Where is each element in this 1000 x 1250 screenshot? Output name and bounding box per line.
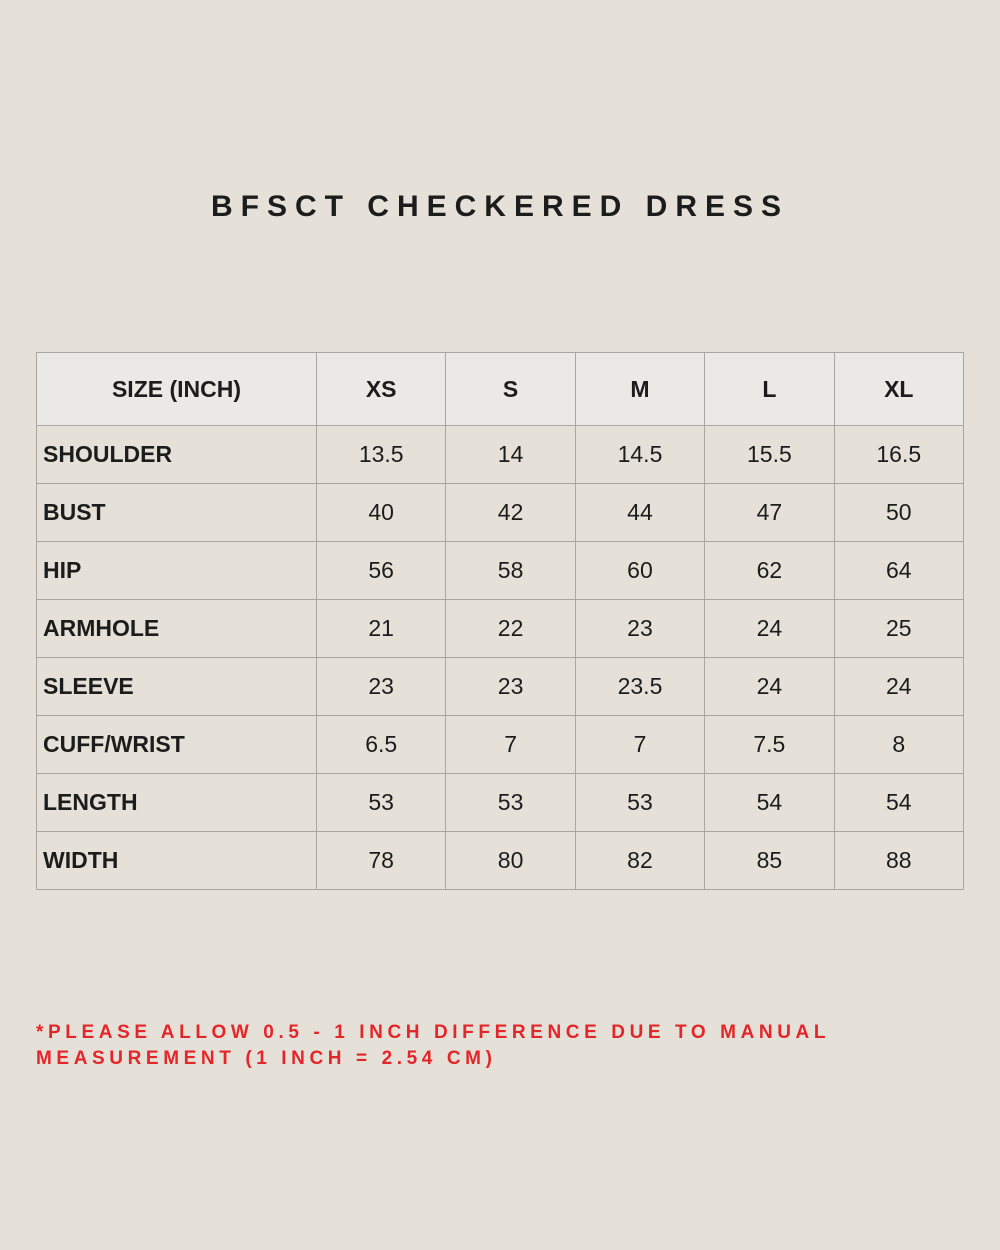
cell: 42 [445,483,576,542]
column-header: XL [833,352,965,426]
cell: 21 [315,599,447,658]
cell: 47 [704,483,835,542]
cell: 24 [704,657,835,716]
table-row: BUST 40 42 44 47 50 [36,483,965,542]
row-label: CUFF/WRIST [36,715,317,774]
cell: 44 [574,483,706,542]
cell: 24 [704,599,835,658]
cell: 53 [574,773,706,832]
cell: 56 [315,541,447,600]
column-header: M [574,352,706,426]
cell: 23 [315,657,447,716]
row-label: ARMHOLE [36,599,317,658]
row-label: HIP [36,541,317,600]
row-label: BUST [36,483,317,542]
row-label: LENGTH [36,773,317,832]
cell: 23.5 [574,657,706,716]
cell: 53 [445,773,576,832]
cell: 64 [833,541,965,600]
cell: 16.5 [833,425,965,484]
cell: 23 [445,657,576,716]
column-header: L [704,352,835,426]
table-row: WIDTH 78 80 82 85 88 [36,831,965,890]
column-header: S [445,352,576,426]
cell: 60 [574,541,706,600]
table-row: SLEEVE 23 23 23.5 24 24 [36,657,965,716]
cell: 7 [574,715,706,774]
cell: 8 [833,715,965,774]
cell: 54 [833,773,965,832]
column-header: SIZE (INCH) [36,352,317,426]
cell: 78 [315,831,447,890]
cell: 85 [704,831,835,890]
cell: 6.5 [315,715,447,774]
row-label: SLEEVE [36,657,317,716]
cell: 14.5 [574,425,706,484]
cell: 54 [704,773,835,832]
title: BFSCT CHECKERED DRESS [210,190,790,223]
cell: 80 [445,831,576,890]
cell: 58 [445,541,576,600]
header-row: SIZE (INCH) XS S M L XL [36,352,965,426]
table-row: CUFF/WRIST 6.5 7 7 7.5 8 [36,715,965,774]
cell: 7 [445,715,576,774]
cell: 50 [833,483,965,542]
cell: 13.5 [315,425,447,484]
table-row: ARMHOLE 21 22 23 24 25 [36,599,965,658]
cell: 53 [315,773,447,832]
table-row: SHOULDER 13.5 14 14.5 15.5 16.5 [36,425,965,484]
cell: 82 [574,831,706,890]
cell: 40 [315,483,447,542]
cell: 88 [833,831,965,890]
table-row: LENGTH 53 53 53 54 54 [36,773,965,832]
cell: 23 [574,599,706,658]
table-row: HIP 56 58 60 62 64 [36,541,965,600]
cell: 25 [833,599,965,658]
row-label: WIDTH [36,831,317,890]
table-body: SHOULDER 13.5 14 14.5 15.5 16.5 BUST 40 42 44 47 50… [36,425,965,890]
size-table: SIZE (INCH) XS S M L XL SHOULDER 13.5 14 14.5 15.… [36,352,965,890]
column-header: XS [315,352,447,426]
note: *PLEASE ALLOW 0.5 - 1 INCH DIFFERENCE DU… [36,1022,830,1069]
cell: 14 [445,425,576,484]
cell: 24 [833,657,965,716]
cell: 22 [445,599,576,658]
row-label: SHOULDER [36,425,317,484]
cell: 62 [704,541,835,600]
cell: 7.5 [704,715,835,774]
cell: 15.5 [704,425,835,484]
